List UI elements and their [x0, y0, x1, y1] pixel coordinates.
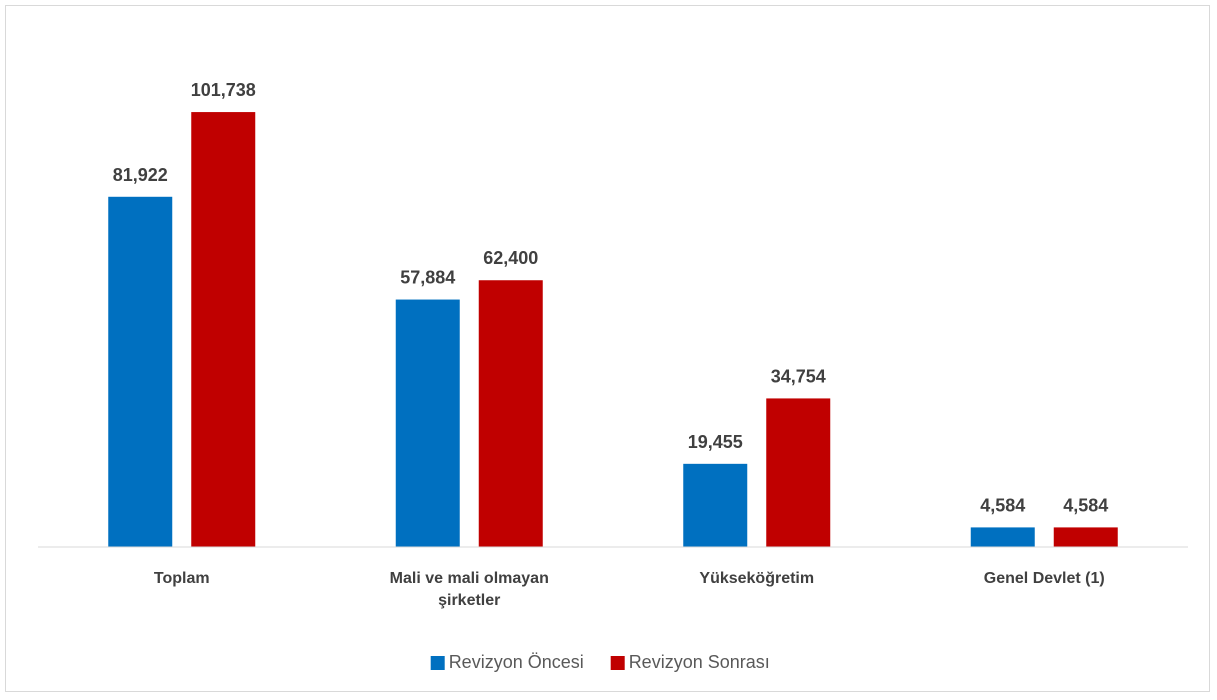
bar: [191, 112, 256, 547]
legend-label: Revizyon Öncesi: [449, 652, 584, 672]
value-label: 101,738: [191, 80, 256, 100]
legend-swatch: [610, 656, 625, 670]
x-tick-label: Mali ve mali olmayan şirketler: [389, 570, 549, 609]
value-label: 4,584: [1063, 495, 1108, 515]
value-label: 57,884: [400, 268, 455, 288]
x-tick-label: Genel Devlet (1): [983, 570, 1105, 587]
value-label: 81,922: [113, 165, 168, 185]
value-label: 62,400: [483, 248, 538, 268]
legend-swatch: [430, 656, 445, 670]
value-label: 4,584: [980, 495, 1025, 515]
legend-label: Revizyon Sonrası: [629, 652, 770, 672]
bar: [478, 280, 543, 547]
bar: [395, 299, 460, 547]
value-label: 19,455: [688, 432, 743, 452]
value-label: 34,754: [771, 366, 826, 386]
bar: [766, 398, 831, 547]
bar: [970, 527, 1035, 547]
x-tick-label: Yükseköğretim: [699, 570, 815, 587]
x-tick-label: Toplam: [153, 570, 210, 587]
bar: [683, 463, 748, 547]
bar: [108, 196, 173, 547]
bar: [1053, 527, 1118, 547]
